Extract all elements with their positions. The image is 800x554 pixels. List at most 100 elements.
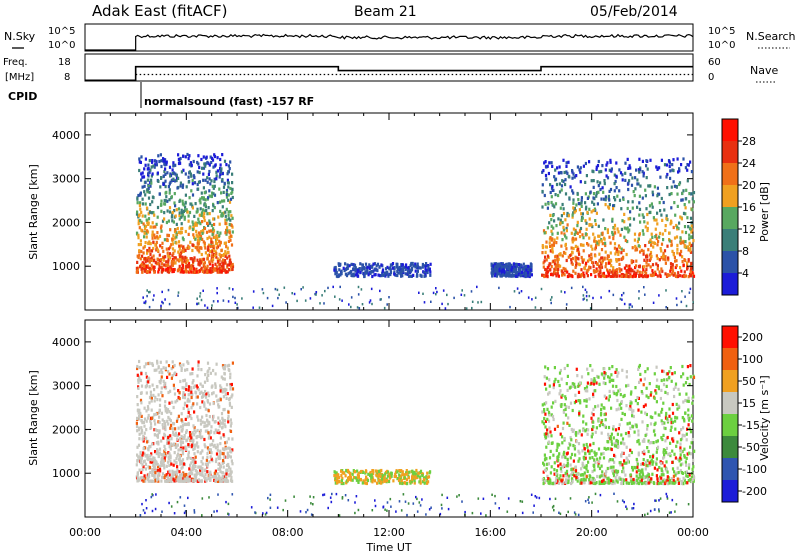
echo-cell: [196, 170, 199, 174]
echo-cell: [200, 211, 203, 215]
echo-cell: [654, 235, 657, 239]
echo-cell: [159, 185, 162, 189]
echo-cell: [590, 273, 593, 277]
echo-cell: [646, 258, 649, 262]
echo-cell: [405, 263, 408, 267]
echo-cell: [229, 160, 232, 164]
echo-cell: [360, 469, 363, 474]
echo-cell: [658, 270, 661, 274]
echo-cell: [670, 239, 673, 243]
echo-cell: [588, 217, 591, 221]
echo-cell: [201, 473, 204, 477]
echo-cell: [556, 236, 559, 240]
echo-cell: [622, 451, 625, 455]
echo-cell: [136, 459, 139, 463]
echo-cell: [172, 177, 175, 181]
echo-cell: [205, 458, 208, 462]
echo-cell: [232, 295, 234, 299]
echo-cell: [581, 258, 584, 262]
echo-cell: [187, 397, 190, 401]
echo-cell: [594, 261, 597, 265]
echo-cell: [673, 201, 676, 205]
echo-cell: [574, 237, 578, 241]
echo-cell: [186, 360, 189, 364]
echo-cell: [221, 364, 225, 368]
echo-cell: [625, 478, 628, 482]
echo-cell: [213, 222, 216, 227]
echo-cell: [615, 259, 618, 263]
echo-cell: [172, 171, 176, 175]
echo-cell: [578, 263, 581, 267]
echo-cell: [621, 173, 624, 177]
echo-cell: [179, 254, 182, 258]
echo-cell: [148, 305, 151, 309]
echo-cell: [212, 229, 216, 233]
echo-cell: [664, 439, 667, 443]
echo-cell: [166, 171, 169, 175]
echo-cell: [582, 294, 585, 297]
echo-cell: [567, 160, 570, 164]
echo-cell: [334, 476, 337, 480]
echo-cell: [551, 273, 554, 277]
echo-cell: [156, 171, 159, 175]
echo-cell: [177, 153, 180, 157]
echo-cell: [214, 240, 218, 244]
echo-cell: [670, 243, 673, 247]
echo-cell: [149, 225, 152, 229]
echo-cell: [189, 434, 192, 438]
echo-cell: [624, 238, 627, 243]
echo-cell: [606, 228, 609, 232]
echo-cell: [144, 163, 147, 167]
echo-cell: [670, 265, 673, 269]
echo-cell: [679, 469, 682, 473]
echo-cell: [578, 235, 582, 239]
echo-cell: [137, 411, 140, 415]
echo-cell: [638, 201, 641, 205]
echo-cell: [615, 186, 618, 190]
echo-cell: [190, 388, 193, 392]
echo-cell: [182, 391, 185, 395]
echo-cell: [218, 252, 221, 256]
echo-cell: [213, 248, 216, 253]
echo-cell: [187, 422, 190, 427]
echo-cell: [690, 243, 693, 247]
echo-cell: [558, 182, 561, 186]
echo-cell: [338, 268, 341, 272]
colorbar-segment: [722, 119, 738, 142]
echo-cell: [231, 448, 234, 452]
echo-cell: [377, 273, 380, 277]
echo-cell: [679, 215, 682, 219]
echo-cell: [174, 163, 177, 167]
echo-cell: [197, 180, 201, 184]
echo-cell: [419, 469, 423, 473]
echo-cell: [154, 260, 157, 265]
echo-cell: [156, 448, 159, 452]
echo-cell: [153, 258, 156, 262]
echo-cell: [591, 469, 594, 474]
echo-cell: [399, 481, 402, 485]
echo-cell: [189, 161, 192, 165]
echo-cell: [335, 471, 338, 475]
echo-cell: [212, 439, 215, 443]
echo-cell: [153, 419, 156, 423]
echo-cell: [668, 370, 671, 374]
echo-cell: [546, 474, 549, 478]
echo-cell: [393, 270, 396, 274]
echo-cell: [555, 241, 558, 245]
echo-cell: [139, 207, 142, 211]
echo-cell: [549, 244, 552, 248]
echo-cell: [258, 306, 261, 309]
echo-cell: [550, 229, 553, 233]
echo-cell: [646, 459, 649, 463]
echo-cell: [195, 384, 198, 388]
echo-cell: [674, 265, 677, 270]
echo-cell: [677, 387, 680, 391]
echo-cell: [598, 252, 601, 256]
echo-cell: [162, 258, 165, 262]
echo-cell: [166, 238, 169, 242]
echo-cell: [166, 408, 170, 412]
echo-cell: [663, 163, 667, 167]
echo-cell: [213, 475, 216, 479]
echo-cell: [590, 223, 593, 227]
echo-cell: [556, 254, 559, 258]
